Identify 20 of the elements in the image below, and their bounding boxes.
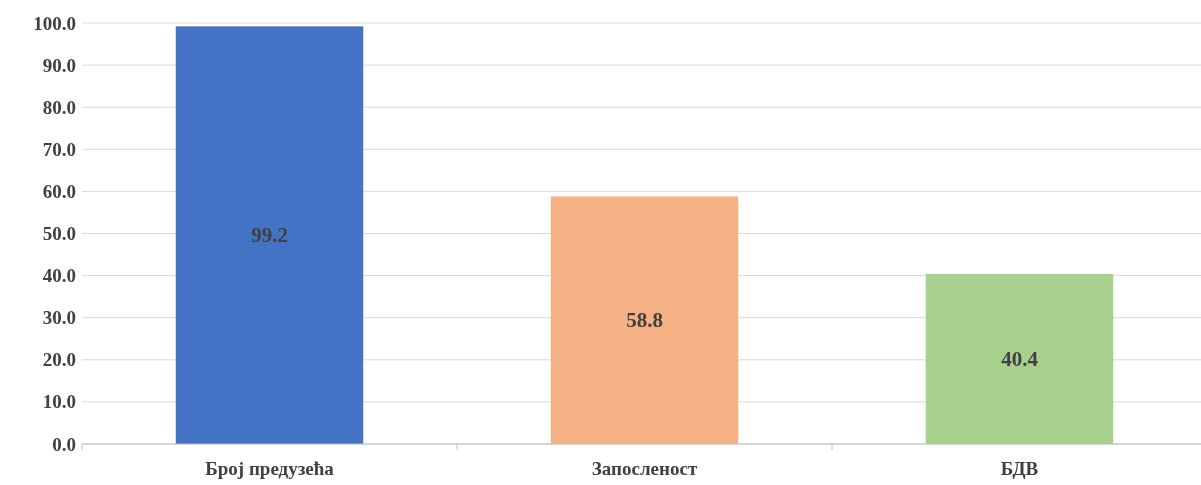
data-label: 58.8 (626, 308, 663, 333)
y-tick-label: 60.0 (42, 180, 76, 202)
x-tick-label: Број предузећа (205, 458, 335, 479)
x-tick-label: БДВ (1000, 458, 1039, 479)
y-tick-label: 90.0 (42, 54, 76, 76)
y-tick-label: 70.0 (42, 138, 76, 160)
x-tick-label: Запосленост (591, 458, 698, 479)
y-tick-label: 50.0 (42, 223, 76, 244)
bar (550, 196, 739, 444)
data-label: 40.4 (1001, 346, 1039, 371)
bar (175, 26, 364, 444)
data-label: 99.2 (251, 223, 288, 248)
y-tick-label: 40.0 (42, 265, 76, 287)
y-tick-label: 10.0 (42, 391, 76, 413)
y-tick-label: 0.0 (52, 433, 76, 455)
bar (925, 273, 1114, 444)
y-tick-label: 80.0 (42, 96, 76, 118)
y-tick-label: 20.0 (42, 349, 76, 371)
y-tick-label: 30.0 (42, 307, 76, 329)
y-tick-label: 100.0 (33, 12, 76, 34)
